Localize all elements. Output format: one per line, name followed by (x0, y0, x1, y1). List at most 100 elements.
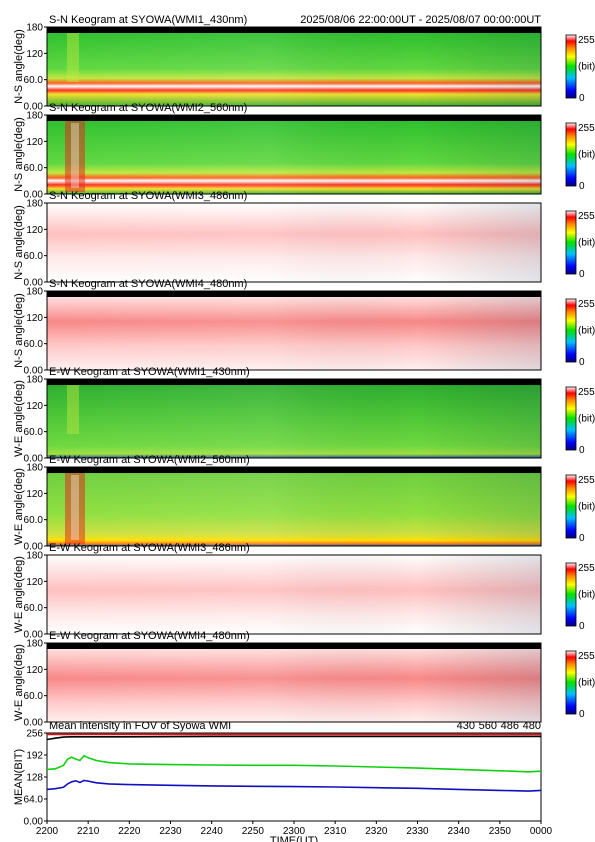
legend-430: 430 (457, 720, 475, 732)
y-tick-label: 60.0 (24, 339, 44, 350)
colorbar-min: 0 (579, 709, 585, 720)
aurora-streak (65, 121, 85, 192)
panel-title: S-N Keogram at SYOWA(WMI3_486nm) (49, 190, 247, 202)
keogram-panel: S-N Keogram at SYOWA(WMI1_430nm) 2025/08/… (13, 14, 595, 113)
keogram-shade (47, 467, 541, 546)
panel-title: E-W Keogram at SYOWA(WMI2_560nm) (49, 454, 250, 466)
y-axis-label: MEAN(BIT) (13, 749, 25, 805)
series-line-560 (46, 754, 542, 773)
keogram-shade (47, 379, 541, 458)
y-tick-label: 60.0 (24, 515, 44, 526)
y-axis-label: W-E angle(deg) (13, 644, 25, 721)
aurora-streak (67, 385, 79, 434)
y-tick-label: 0.00 (24, 102, 44, 113)
colorbar-max: 255 (578, 387, 595, 398)
colorbar (565, 386, 577, 451)
line-chart-frame (46, 732, 542, 822)
x-tick-label: 2300 (283, 826, 306, 837)
y-tick-label: 180 (26, 639, 43, 650)
aurora-streak (67, 33, 79, 82)
keogram-panel: E-W Keogram at SYOWA(WMI2_560nm) 0.00 60.0… (13, 454, 595, 553)
colorbar-min: 0 (579, 357, 585, 368)
colorbar-min: 0 (579, 181, 585, 192)
x-tick-label: 2320 (365, 826, 388, 837)
y-tick-label: 0.00 (24, 630, 44, 641)
keogram-shade (47, 203, 541, 282)
x-axis-label: TIME(UT) (270, 835, 318, 842)
y-tick-label: 60.0 (24, 691, 44, 702)
y-tick-label: 0.00 (24, 817, 44, 828)
y-axis-label: N-S angle(deg) (13, 293, 25, 368)
colorbar-max: 255 (578, 563, 595, 574)
legend-486: 486 (501, 720, 519, 732)
panel-title: S-N Keogram at SYOWA(WMI1_430nm) (49, 14, 247, 26)
keogram-panel: E-W Keogram at SYOWA(WMI1_430nm) 0.00 60.0… (13, 366, 595, 465)
keogram-panel: E-W Keogram at SYOWA(WMI3_486nm) 0.00 60.0… (13, 542, 595, 641)
colorbar (565, 298, 577, 363)
aurora-streak-core (71, 123, 79, 188)
line-chart-title: Mean intensity in FOV of Syowa WMI (49, 720, 231, 732)
keogram-edge (47, 291, 541, 297)
panel-frame (46, 290, 542, 371)
panel-title: E-W Keogram at SYOWA(WMI4_480nm) (49, 630, 250, 642)
x-tick-label: 2310 (324, 826, 347, 837)
y-tick-label: 0.00 (24, 366, 44, 377)
legend-560: 560 (479, 720, 497, 732)
colorbar-min: 0 (579, 445, 585, 456)
colorbar-unit: (bit) (578, 150, 595, 161)
y-tick-label: 0.00 (24, 278, 44, 289)
colorbar-unit: (bit) (578, 326, 595, 337)
colorbar (565, 474, 577, 539)
y-tick-label: 180 (26, 463, 43, 474)
keogram-edge (47, 379, 541, 385)
colorbar (565, 210, 577, 275)
keogram-edge (47, 27, 541, 33)
panel-title: S-N Keogram at SYOWA(WMI2_560nm) (49, 102, 247, 114)
x-tick-label: 2200 (36, 826, 59, 837)
y-tick-label: 0.00 (24, 718, 44, 729)
colorbar-unit: (bit) (578, 590, 595, 601)
y-tick-label: 120 (26, 401, 43, 412)
keogram-panel: S-N Keogram at SYOWA(WMI3_486nm) 0.00 60.0… (13, 190, 595, 289)
colorbar-unit: (bit) (578, 62, 595, 73)
y-tick-label: 192 (26, 751, 43, 762)
aurora-streak-core (71, 475, 79, 540)
panel-frame (46, 642, 542, 723)
y-axis-label: W-E angle(deg) (13, 380, 25, 457)
y-tick-label: 0.00 (24, 542, 44, 553)
keogram-shade (47, 555, 541, 634)
legend-480: 480 (523, 720, 541, 732)
panel-title: S-N Keogram at SYOWA(WMI4_480nm) (49, 278, 247, 290)
colorbar-unit: (bit) (578, 678, 595, 689)
y-tick-label: 120 (26, 313, 43, 324)
keogram-shade (47, 27, 541, 106)
y-tick-label: 60.0 (24, 603, 44, 614)
y-tick-label: 120 (26, 489, 43, 500)
y-tick-label: 0.00 (24, 190, 44, 201)
x-tick-label: 2350 (489, 826, 512, 837)
colorbar-min: 0 (579, 533, 585, 544)
y-axis-label: N-S angle(deg) (13, 29, 25, 104)
y-tick-label: 0.00 (24, 454, 44, 465)
colorbar-min: 0 (579, 269, 585, 280)
y-tick-label: 60.0 (24, 251, 44, 262)
y-tick-label: 60.0 (24, 75, 44, 86)
panel-frame (46, 114, 542, 195)
y-axis-label: W-E angle(deg) (13, 468, 25, 545)
y-axis-label: N-S angle(deg) (13, 117, 25, 192)
colorbar (565, 34, 577, 99)
y-tick-label: 180 (26, 111, 43, 122)
colorbar-max: 255 (578, 123, 595, 134)
colorbar-max: 255 (578, 651, 595, 662)
keogram-edge (47, 643, 541, 649)
x-tick-label: 2230 (159, 826, 182, 837)
x-tick-label: 2250 (242, 826, 265, 837)
y-axis-label: W-E angle(deg) (13, 556, 25, 633)
y-tick-label: 256 (26, 729, 43, 740)
keogram-panel: E-W Keogram at SYOWA(WMI4_480nm) 0.00 60.0… (13, 630, 595, 729)
y-tick-label: 120 (26, 225, 43, 236)
y-tick-label: 180 (26, 287, 43, 298)
y-tick-label: 120 (26, 665, 43, 676)
keogram-panel: S-N Keogram at SYOWA(WMI2_560nm) 0.00 60.0… (13, 102, 595, 201)
